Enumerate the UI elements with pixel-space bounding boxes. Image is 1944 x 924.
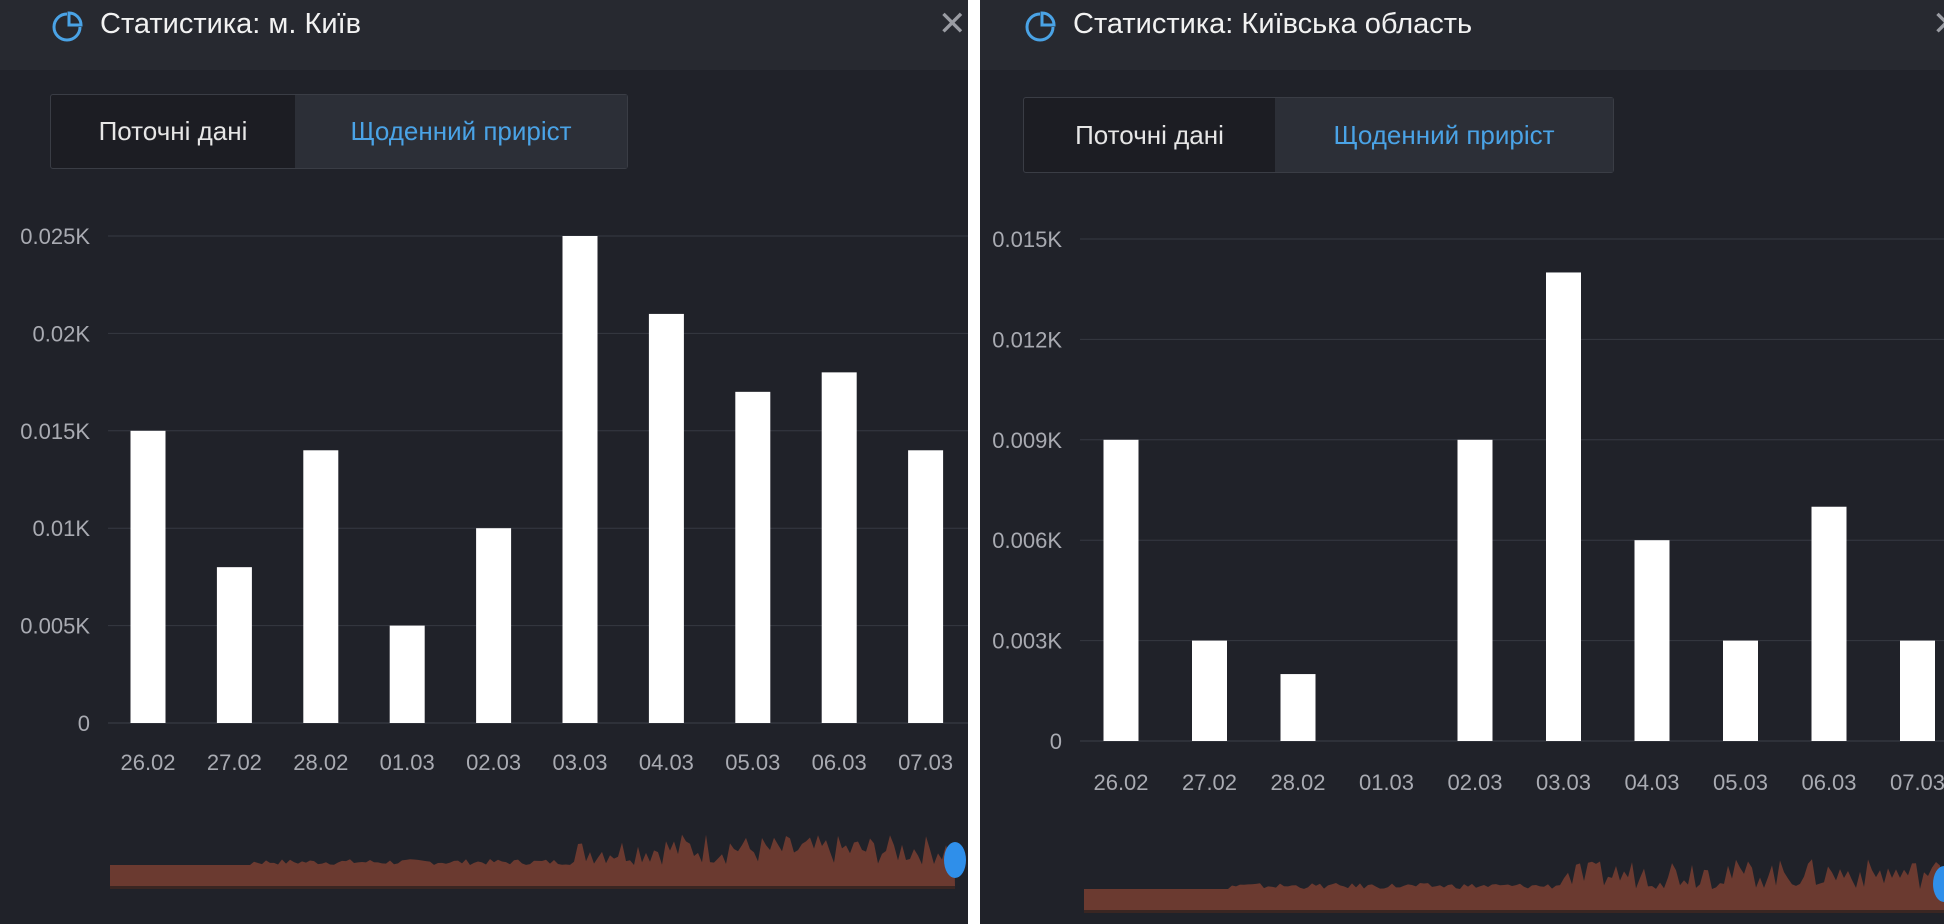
close-icon[interactable]: ✕ xyxy=(938,5,967,43)
navigator-series xyxy=(110,834,955,886)
y-tick-label: 0.015K xyxy=(20,419,90,444)
x-tick-label: 28.02 xyxy=(1270,770,1325,795)
bar-chart: 0 0.003K 0.006K 0.009K 0.012K 0.015K 26.02 27.0… xyxy=(992,227,1944,913)
bar xyxy=(1900,640,1935,741)
panel-header xyxy=(0,0,968,70)
bar xyxy=(1280,674,1316,741)
bar xyxy=(389,625,425,723)
bar xyxy=(476,528,512,723)
bar xyxy=(1546,272,1581,741)
x-tick-label: 01.03 xyxy=(380,750,435,775)
bar xyxy=(1103,439,1139,741)
x-tick-label: 03.03 xyxy=(1536,770,1591,795)
navigator-series xyxy=(1084,859,1944,910)
bar xyxy=(303,450,339,723)
x-tick-label: 05.03 xyxy=(1713,770,1768,795)
x-tick-label: 04.03 xyxy=(1624,770,1679,795)
navigator-baseline xyxy=(1084,910,1944,913)
y-tick-label: 0.006K xyxy=(992,528,1062,553)
bar-chart: 0 0.005K 0.01K 0.015K 0.02K 0.025K 26.02 27.02 2… xyxy=(20,224,968,889)
close-icon[interactable]: ✕ xyxy=(1932,4,1944,44)
x-tick-label: 02.03 xyxy=(466,750,521,775)
panel-header xyxy=(980,0,1944,70)
tab-current-data[interactable]: Поточні дані xyxy=(98,116,248,146)
x-tick-label: 07.03 xyxy=(1890,770,1944,795)
y-tick-label: 0.009K xyxy=(992,428,1062,453)
x-tick-label: 01.03 xyxy=(1359,770,1414,795)
panel-title: Статистика: Київська область xyxy=(1073,8,1473,40)
x-tick-label: 26.02 xyxy=(120,750,175,775)
y-tick-label: 0 xyxy=(1050,729,1062,754)
x-tick-label: 27.02 xyxy=(1182,770,1237,795)
x-tick-label: 28.02 xyxy=(293,750,348,775)
divider xyxy=(968,0,980,924)
bar xyxy=(1457,439,1493,741)
y-tick-label: 0.025K xyxy=(20,224,90,249)
x-tick-label: 27.02 xyxy=(207,750,262,775)
tab-daily-growth[interactable]: Щоденний приріст xyxy=(295,95,627,168)
tab-current-data[interactable]: Поточні дані xyxy=(1075,119,1224,150)
x-tick-label: 03.03 xyxy=(552,750,607,775)
bar xyxy=(1192,640,1227,741)
bar xyxy=(821,372,857,723)
bar xyxy=(648,313,684,723)
pie-chart-icon xyxy=(1025,11,1056,42)
navigator-handle[interactable] xyxy=(944,842,966,878)
view-tabs: Поточні дані Щоденний приріст xyxy=(1023,97,1614,173)
y-tick-label: 0.02K xyxy=(33,321,91,346)
panel-title: Статистика: м. Київ xyxy=(100,8,362,40)
y-tick-label: 0.005K xyxy=(20,614,90,639)
view-tabs: Поточні дані Щоденний приріст xyxy=(50,94,628,169)
bar xyxy=(216,567,252,723)
y-tick-label: 0.01K xyxy=(33,516,91,541)
navigator-baseline xyxy=(110,886,955,889)
y-tick-label: 0.015K xyxy=(992,227,1062,252)
bar xyxy=(1723,640,1758,741)
bar xyxy=(908,450,944,723)
x-tick-label: 02.03 xyxy=(1447,770,1502,795)
tab-daily-growth[interactable]: Щоденний приріст xyxy=(1275,98,1613,172)
bar xyxy=(1634,540,1670,741)
x-tick-label: 05.03 xyxy=(725,750,780,775)
pie-chart-icon xyxy=(52,11,83,42)
stats-panel-kyiv-city: Статистика: м. Київ ✕ Поточні дані Щоден… xyxy=(0,0,968,924)
x-tick-label: 26.02 xyxy=(1093,770,1148,795)
x-tick-label: 04.03 xyxy=(639,750,694,775)
stats-panel-kyiv-oblast: Статистика: Київська область ✕ Поточні д… xyxy=(980,0,1944,924)
x-tick-label: 06.03 xyxy=(1801,770,1856,795)
y-tick-label: 0.012K xyxy=(992,327,1062,352)
bar xyxy=(1811,506,1847,741)
bar xyxy=(130,430,166,723)
bar xyxy=(735,391,771,723)
navigator-handle[interactable] xyxy=(1933,866,1944,902)
y-tick-label: 0 xyxy=(78,711,90,736)
y-tick-label: 0.003K xyxy=(992,629,1062,654)
x-tick-label: 07.03 xyxy=(898,750,953,775)
x-tick-label: 06.03 xyxy=(812,750,867,775)
bar xyxy=(562,236,598,723)
